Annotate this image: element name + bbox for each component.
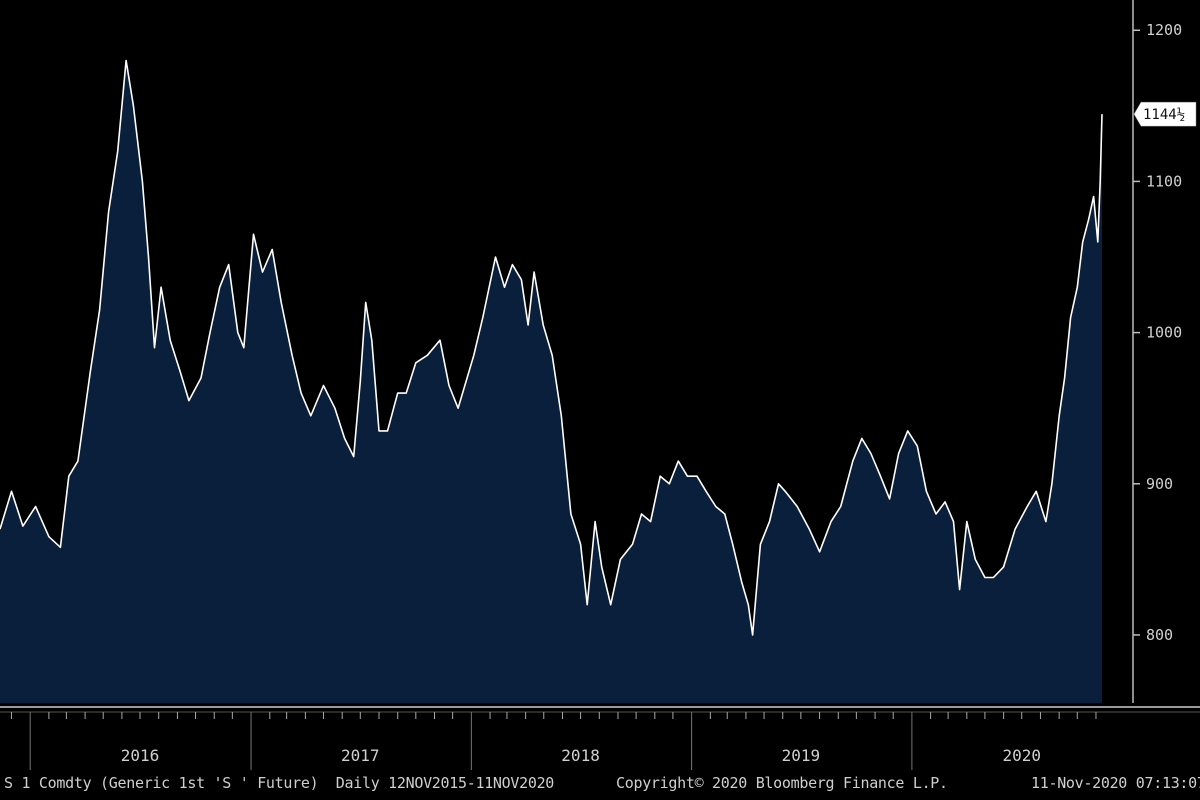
price-area (0, 60, 1102, 703)
x-axis: 2016 2017 2018 2019 2020 (0, 706, 1200, 770)
last-value-tag (1133, 101, 1197, 127)
y-tick-label-900: 900 (1146, 475, 1173, 493)
price-line (0, 59, 1103, 636)
x-year-label-2020: 2020 (1002, 746, 1041, 765)
y-tick-label-1000: 1000 (1146, 324, 1182, 342)
x-year-label-2016: 2016 (121, 746, 160, 765)
y-axis: 800 900 1000 1100 1200 1144½ (1132, 0, 1197, 703)
plot-area (0, 59, 1103, 703)
y-tick-label-1100: 1100 (1146, 172, 1182, 190)
last-value-label: 1144½ (1143, 107, 1185, 123)
y-tick-label-800: 800 (1146, 626, 1173, 644)
y-tick-label-1200: 1200 (1146, 21, 1182, 39)
x-year-label-2017: 2017 (341, 746, 380, 765)
x-year-label-2019: 2019 (782, 746, 821, 765)
x-year-label-2018: 2018 (561, 746, 600, 765)
footer-timestamp: 11-Nov-2020 07:13:07 (1031, 774, 1200, 792)
footer-security-info: S 1 Comdty (Generic 1st 'S ' Future) Dai… (4, 774, 555, 792)
price-chart: 800 900 1000 1100 1200 1144½ 2016 2017 2018 2019… (0, 0, 1200, 770)
footer-copyright: Copyright© 2020 Bloomberg Finance L.P. (616, 774, 948, 792)
